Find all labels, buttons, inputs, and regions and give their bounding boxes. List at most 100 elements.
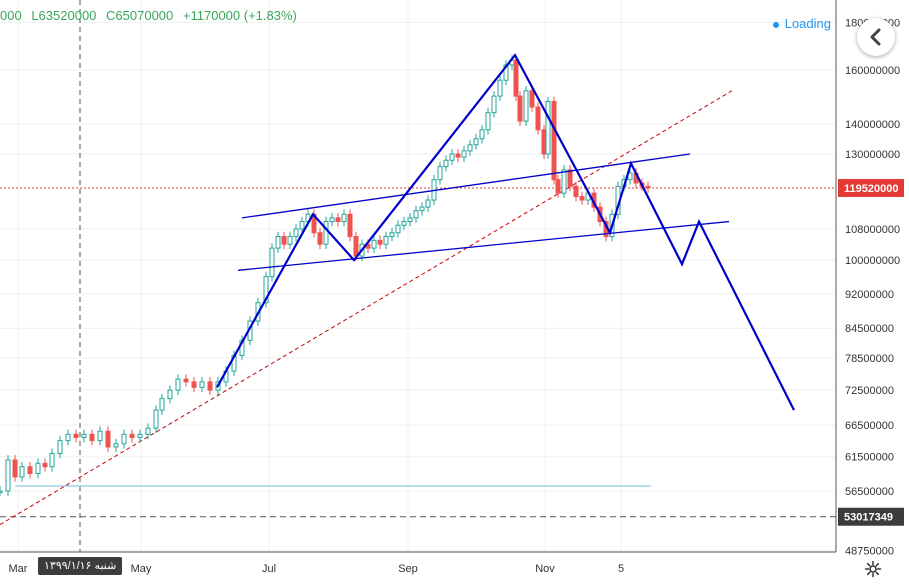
candle-body	[491, 95, 497, 114]
ohlc-header: 000 L63520000 C65070000 +1170000 (+1.83%…	[0, 8, 303, 23]
candle-body	[567, 169, 573, 187]
candle-body	[167, 389, 173, 400]
candle-body	[573, 185, 579, 198]
zigzag-pattern-line	[216, 53, 795, 411]
candle-body	[407, 217, 413, 223]
candle-body	[175, 378, 181, 391]
chevron-left-icon	[870, 28, 881, 46]
current-price-tag: 119520000	[844, 183, 898, 195]
candle-body	[335, 217, 341, 223]
y-tick-label: 130000000	[845, 149, 900, 161]
x-tick-label: Sep	[398, 563, 418, 575]
candle-body	[0, 490, 3, 493]
candle-body	[523, 90, 529, 122]
candle-body	[513, 59, 519, 97]
candle-body	[443, 159, 449, 168]
y-tick-label: 48750000	[845, 546, 894, 558]
candle-body	[5, 459, 11, 492]
candle-body	[561, 169, 567, 194]
x-tick-label: Mar	[9, 563, 28, 575]
candle-body	[535, 106, 541, 131]
candle-body	[199, 381, 205, 388]
ohlc-change: +1170000 (+1.83%)	[182, 8, 297, 23]
candle-body	[113, 443, 119, 448]
y-tick-label: 92000000	[845, 289, 894, 301]
candle-body	[377, 239, 383, 245]
candle-body	[137, 433, 143, 438]
candle-body	[449, 153, 455, 161]
current-price-tag-bg	[838, 178, 904, 197]
ohlc-low: L63520000	[31, 8, 97, 23]
y-tick-label: 140000000	[845, 119, 900, 131]
dashed-level-tag-bg	[838, 507, 904, 526]
candle-body	[35, 462, 41, 474]
candle-body	[479, 129, 485, 140]
ohlc-open-fragment: 000	[0, 8, 22, 23]
candle-body	[555, 179, 561, 194]
loading-label: Loading	[784, 16, 831, 31]
candle-body	[425, 199, 431, 208]
candle-body	[19, 466, 25, 478]
y-tick-label: 56500000	[845, 486, 894, 498]
dashed-level-tag: 53017349	[844, 512, 893, 524]
candle-body	[517, 95, 523, 122]
x-tick-label: Nov	[535, 563, 555, 575]
candle-body	[645, 185, 651, 189]
candle-body	[341, 213, 347, 223]
crosshair-date-badge: شنبه ۱۳۹۹/۱/۱۶	[38, 557, 123, 575]
candle-body	[383, 236, 389, 245]
candle-body	[551, 101, 557, 181]
candle-body	[81, 433, 87, 438]
candle-body	[89, 433, 95, 442]
candle-body	[497, 79, 503, 97]
candle-body	[467, 144, 473, 152]
x-tick-label: 5	[618, 563, 624, 575]
y-tick-label: 72500000	[845, 385, 894, 397]
y-tick-label: 66500000	[845, 420, 894, 432]
candle-body	[65, 433, 71, 442]
loading-dot-icon	[772, 21, 779, 28]
channel-lower-line	[237, 220, 730, 271]
candle-body	[389, 232, 395, 238]
candle-body	[129, 433, 135, 438]
candle-body	[455, 153, 461, 158]
back-button[interactable]	[857, 18, 895, 56]
candle-body	[183, 378, 189, 383]
candle-body	[371, 239, 377, 249]
candle-body	[275, 236, 281, 249]
candle-body	[27, 466, 33, 474]
candle-body	[121, 433, 127, 445]
y-tick-label: 160000000	[845, 65, 900, 77]
candle-body	[461, 150, 467, 158]
y-tick-label: 78500000	[845, 353, 894, 365]
candle-body	[437, 166, 443, 181]
candle-body	[413, 210, 419, 219]
candle-body	[579, 196, 585, 201]
x-tick-label: May	[131, 563, 152, 575]
candle-body	[49, 452, 55, 468]
gear-icon[interactable]	[864, 560, 882, 578]
candle-body	[57, 440, 63, 454]
candle-body	[323, 221, 329, 245]
loading-indicator: Loading	[772, 16, 831, 31]
candle-body	[473, 138, 479, 146]
candle-body	[395, 224, 401, 234]
candle-body	[42, 462, 48, 468]
candle-body	[12, 459, 18, 478]
candle-body	[269, 247, 275, 278]
candle-body	[263, 276, 269, 304]
candle-body	[97, 430, 103, 442]
y-tick-label: 108000000	[845, 224, 900, 236]
candle-body	[293, 228, 299, 238]
x-tick-label: Jul	[262, 563, 276, 575]
candle-body	[159, 398, 165, 411]
candle-body	[73, 433, 79, 438]
candle-body	[401, 221, 407, 226]
candle-body	[299, 221, 305, 230]
candle-body	[207, 381, 213, 391]
candle-body	[287, 236, 293, 245]
y-tick-label: 61500000	[845, 452, 894, 464]
candle-body	[281, 236, 287, 245]
candle-body	[545, 101, 551, 155]
